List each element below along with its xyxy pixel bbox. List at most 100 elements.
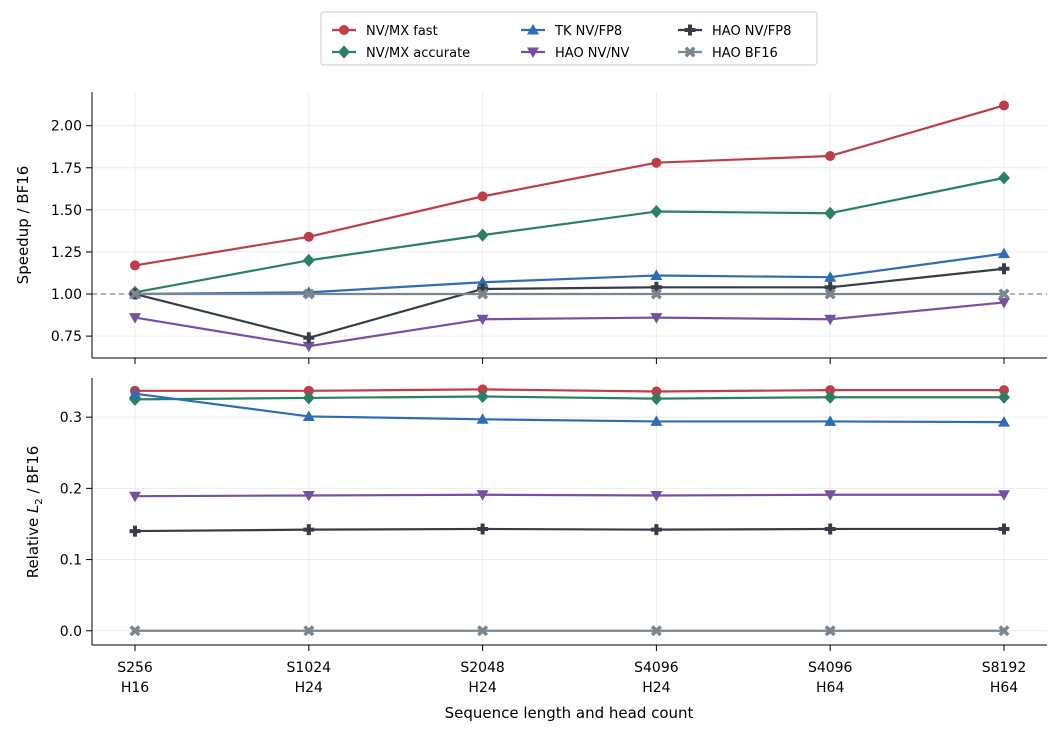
top-y-axis-title: Speedup / BF16 xyxy=(14,166,32,285)
bottom-series-hao-nv-fp8 xyxy=(129,523,1010,537)
top-data-point xyxy=(476,314,489,326)
top-data-point xyxy=(651,157,662,168)
legend-item-nv-mx-fast: NV/MX fast xyxy=(332,24,438,39)
top-series-hao-nv-nv xyxy=(129,297,1010,353)
top-data-point xyxy=(129,288,141,300)
legend-swatch-marker xyxy=(684,46,696,58)
top-y-tick-label: 1.00 xyxy=(51,287,82,303)
bottom-series-line xyxy=(134,527,1004,533)
top-data-point xyxy=(477,283,489,295)
bottom-data-point xyxy=(998,390,1010,404)
bottom-y-tick-label: 0.2 xyxy=(60,481,82,497)
bottom-data-point xyxy=(650,415,663,426)
top-data-point xyxy=(824,314,837,326)
bottom-y-tick-label: 0.0 xyxy=(60,624,82,640)
x-tick-label: S4096 H24 xyxy=(634,660,679,696)
bottom-data-point xyxy=(825,385,836,396)
bottom-data-point xyxy=(650,392,663,406)
top-data-point xyxy=(998,288,1010,300)
top-data-point xyxy=(998,297,1010,309)
top-series-line xyxy=(134,301,1005,348)
bottom-data-point xyxy=(303,524,315,536)
legend-swatch-marker xyxy=(338,45,350,59)
top-data-point xyxy=(303,288,315,300)
bottom-series-line xyxy=(134,493,1004,498)
top-data-point xyxy=(825,150,836,161)
bottom-data-point xyxy=(999,385,1009,396)
legend-label: NV/MX fast xyxy=(366,24,438,39)
bottom-data-point xyxy=(824,415,837,426)
top-series-line xyxy=(134,104,1005,267)
bottom-data-point xyxy=(129,491,141,503)
top-data-point xyxy=(998,171,1010,185)
top-data-point xyxy=(650,288,662,300)
bottom-series-line xyxy=(135,388,1004,393)
top-data-point xyxy=(650,269,663,281)
top-data-point xyxy=(129,313,141,324)
bottom-data-point xyxy=(302,391,315,405)
bottom-data-point xyxy=(650,524,662,536)
legend-label: HAO NV/FP8 xyxy=(712,24,791,39)
top-data-point xyxy=(650,281,662,293)
bottom-data-point xyxy=(129,525,141,537)
bottom-y-tick-label: 0.3 xyxy=(60,410,82,426)
bottom-data-point xyxy=(476,490,489,501)
bottom-data-point xyxy=(651,386,662,397)
top-data-point xyxy=(303,231,314,242)
x-tick-label: S256 H16 xyxy=(117,660,153,696)
bottom-data-point xyxy=(302,410,315,421)
top-y-tick-label: 2.00 xyxy=(51,119,82,135)
top-data-point xyxy=(476,228,489,242)
top-data-point xyxy=(650,313,663,324)
speedup-panel: 0.75 1.00 1.25 1.50 1.75 2.00 Speedup / BF16 xyxy=(14,92,1047,364)
top-data-point xyxy=(302,253,315,267)
x-tick-label: S4096 H64 xyxy=(808,660,853,696)
legend-swatch-marker xyxy=(339,25,349,35)
legend: NV/MX fast TK NV/FP8 HAO NV/FP8 NV/MX accur… xyxy=(320,11,818,66)
bottom-data-point xyxy=(998,490,1010,501)
top-y-tick-label: 1.75 xyxy=(51,161,82,177)
top-data-point xyxy=(824,206,837,220)
top-data-point xyxy=(302,341,315,353)
bottom-data-point xyxy=(824,490,837,501)
bottom-data-point xyxy=(302,490,315,502)
top-series-hao-nv-fp8 xyxy=(129,263,1010,344)
bottom-series-line xyxy=(134,392,1005,424)
top-data-point xyxy=(998,247,1010,259)
bottom-y-tick-label: 0.1 xyxy=(60,553,82,569)
top-data-point xyxy=(998,263,1010,275)
bottom-data-point xyxy=(824,625,836,637)
legend-label: HAO BF16 xyxy=(712,46,778,61)
legend-item-hao-bf16: HAO BF16 xyxy=(678,46,778,61)
top-data-point xyxy=(477,288,489,300)
top-data-point xyxy=(476,276,489,287)
top-series-hao-bf16 xyxy=(129,288,1010,300)
top-series-line xyxy=(134,267,1005,339)
legend-label: TK NV/FP8 xyxy=(554,24,622,39)
top-series-tk-nv-fp8 xyxy=(129,247,1010,299)
bottom-data-point xyxy=(129,387,141,399)
legend-item-hao-nv-fp8: HAO NV/FP8 xyxy=(678,24,791,39)
legend-swatch-marker xyxy=(684,24,696,36)
x-tick-label: S8192 H64 xyxy=(982,660,1027,696)
bottom-series-tk-nv-fp8 xyxy=(129,387,1010,427)
top-data-point xyxy=(303,332,315,344)
legend-item-tk-nv-fp8: TK NV/FP8 xyxy=(521,24,622,39)
bottom-series-hao-bf16 xyxy=(129,625,1010,637)
legend-swatch-marker xyxy=(527,24,539,35)
top-y-tick-label: 1.50 xyxy=(51,203,82,219)
bottom-data-point xyxy=(998,523,1010,535)
top-data-point xyxy=(824,281,836,293)
bottom-data-point xyxy=(303,625,315,637)
bottom-data-point xyxy=(476,390,489,404)
bottom-data-point xyxy=(477,384,488,395)
bottom-data-point xyxy=(303,385,314,396)
legend-item-hao-nv-nv: HAO NV/NV xyxy=(521,46,630,61)
top-data-point xyxy=(999,100,1009,111)
bottom-data-point xyxy=(129,625,141,637)
top-data-point xyxy=(130,260,140,271)
top-data-point xyxy=(650,205,663,219)
legend-label: HAO NV/NV xyxy=(555,46,630,61)
legend-label: NV/MX accurate xyxy=(366,46,470,61)
legend-item-nv-mx-accurate: NV/MX accurate xyxy=(332,45,470,61)
